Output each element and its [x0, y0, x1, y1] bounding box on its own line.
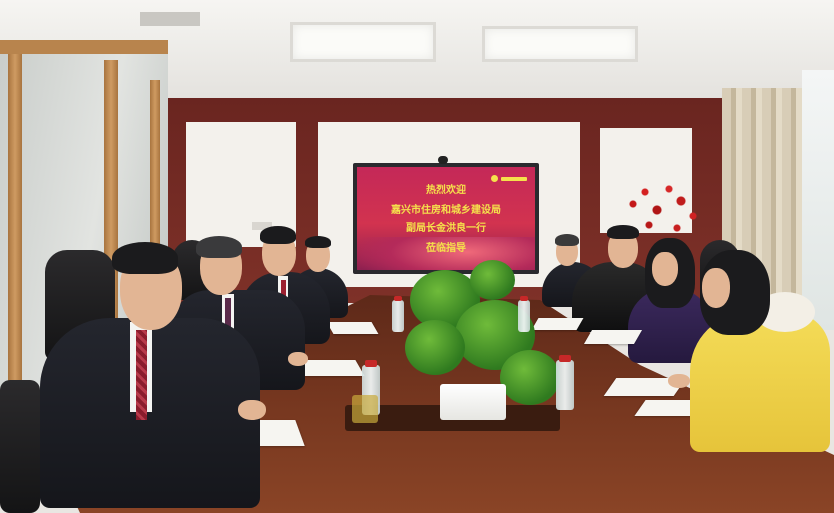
camera: [438, 156, 448, 164]
bottle-cap: [394, 296, 402, 301]
tie: [225, 298, 231, 330]
water-bottle: [392, 300, 404, 332]
tv-logo-icon: [501, 177, 527, 181]
ceiling-light-left: [290, 22, 436, 62]
wood-frame: [150, 80, 160, 320]
wood-beam: [0, 40, 168, 54]
window: [802, 70, 834, 330]
tie: [281, 280, 286, 304]
person-right-4-hair: [555, 234, 579, 246]
plant: [500, 350, 560, 405]
person-left-1-hair: [112, 242, 178, 274]
person-left-2-hair: [196, 236, 242, 258]
ceiling-light-right: [482, 26, 638, 62]
wall-switch: [252, 222, 272, 230]
tissue-box: [440, 384, 506, 420]
plant: [405, 320, 465, 375]
welcome-line-3: 副局长金洪良一行: [406, 223, 486, 234]
water-bottle: [518, 300, 530, 332]
bottle-cap: [365, 360, 377, 367]
welcome-line-4: 莅临指导: [426, 243, 466, 254]
wood-frame: [8, 40, 22, 390]
hand: [668, 374, 690, 388]
bottle-cap: [559, 355, 571, 362]
bottle-cap: [520, 296, 528, 301]
welcome-line-1: 热烈欢迎: [426, 185, 466, 196]
hand: [288, 352, 308, 366]
person-left-3-hair: [260, 226, 296, 244]
person-right-1-face: [702, 268, 730, 308]
document: [531, 318, 584, 330]
water-bottle: [556, 360, 574, 410]
welcome-line-2: 嘉兴市住房和城乡建设局: [391, 205, 501, 216]
air-vent: [140, 12, 200, 26]
chair: [0, 380, 40, 513]
document: [583, 330, 643, 344]
tv-screen: 热烈欢迎 嘉兴市住房和城乡建设局 副局长金洪良一行 莅临指导: [357, 167, 535, 270]
tie: [136, 330, 147, 420]
person-right-1-body: [690, 312, 830, 452]
person-right-2-face: [652, 252, 678, 286]
hand: [238, 400, 266, 420]
person-left-4-hair: [305, 236, 331, 248]
person-right-3-hair: [607, 225, 639, 239]
plant: [470, 260, 515, 300]
tv-logo-icon: [491, 175, 498, 182]
tea-glass: [352, 395, 378, 423]
document: [326, 322, 379, 334]
